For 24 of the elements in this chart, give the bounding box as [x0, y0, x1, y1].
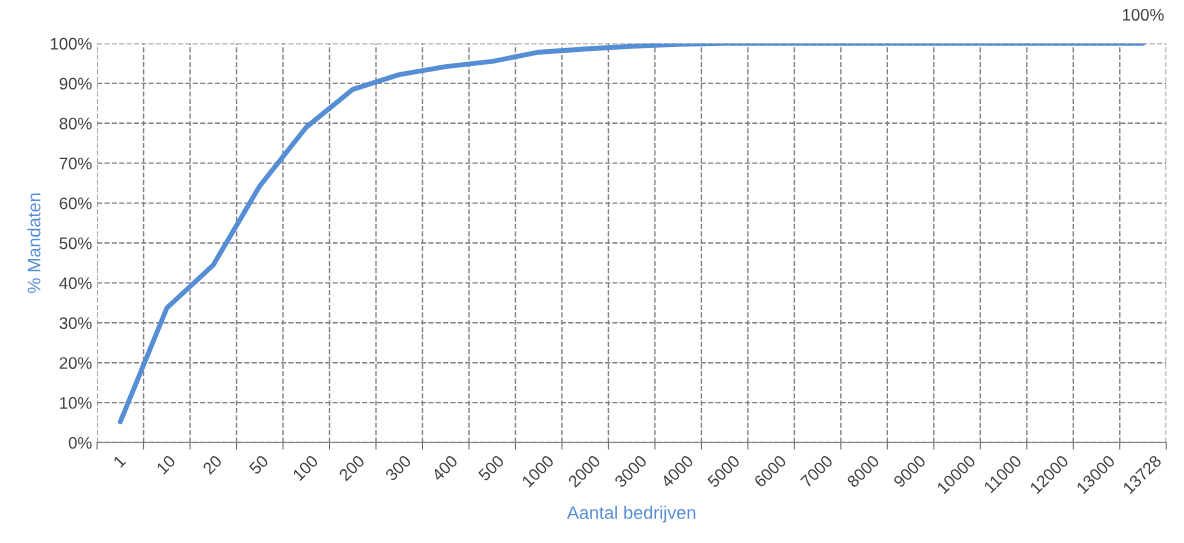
x-tick-label: 300 — [384, 454, 412, 482]
x-tick-label: 20 — [202, 454, 223, 475]
y-tick-label: 20% — [59, 357, 92, 369]
x-tick-label: 100 — [292, 454, 319, 482]
x-tick-label: 1 — [112, 454, 127, 468]
y-axis-title: % Mandaten — [27, 193, 41, 294]
y-tick-label: 10% — [60, 397, 92, 409]
y-tick-label: 0% — [68, 436, 92, 449]
x-tick-label: 200 — [338, 454, 366, 482]
y-tick-label: 60% — [59, 197, 92, 210]
y-tick-label: 80% — [59, 117, 92, 130]
y-tick-label: 40% — [59, 277, 92, 290]
data-label: 100% — [1122, 8, 1164, 21]
y-tick-label: 70% — [59, 157, 92, 170]
x-tick-label: 10 — [155, 454, 177, 475]
y-tick-label: 90% — [59, 77, 92, 90]
line-series — [117, 43, 1146, 425]
y-tick-label: 30% — [59, 317, 92, 330]
x-tick-label: 400 — [430, 454, 459, 482]
y-tick-label: 50% — [59, 237, 92, 250]
x-tick-label: 500 — [477, 454, 505, 482]
y-tick-label: 100% — [50, 37, 92, 50]
x-axis-title: Aantal bedrijven — [566, 505, 696, 523]
x-tick-label: 50 — [248, 454, 270, 475]
